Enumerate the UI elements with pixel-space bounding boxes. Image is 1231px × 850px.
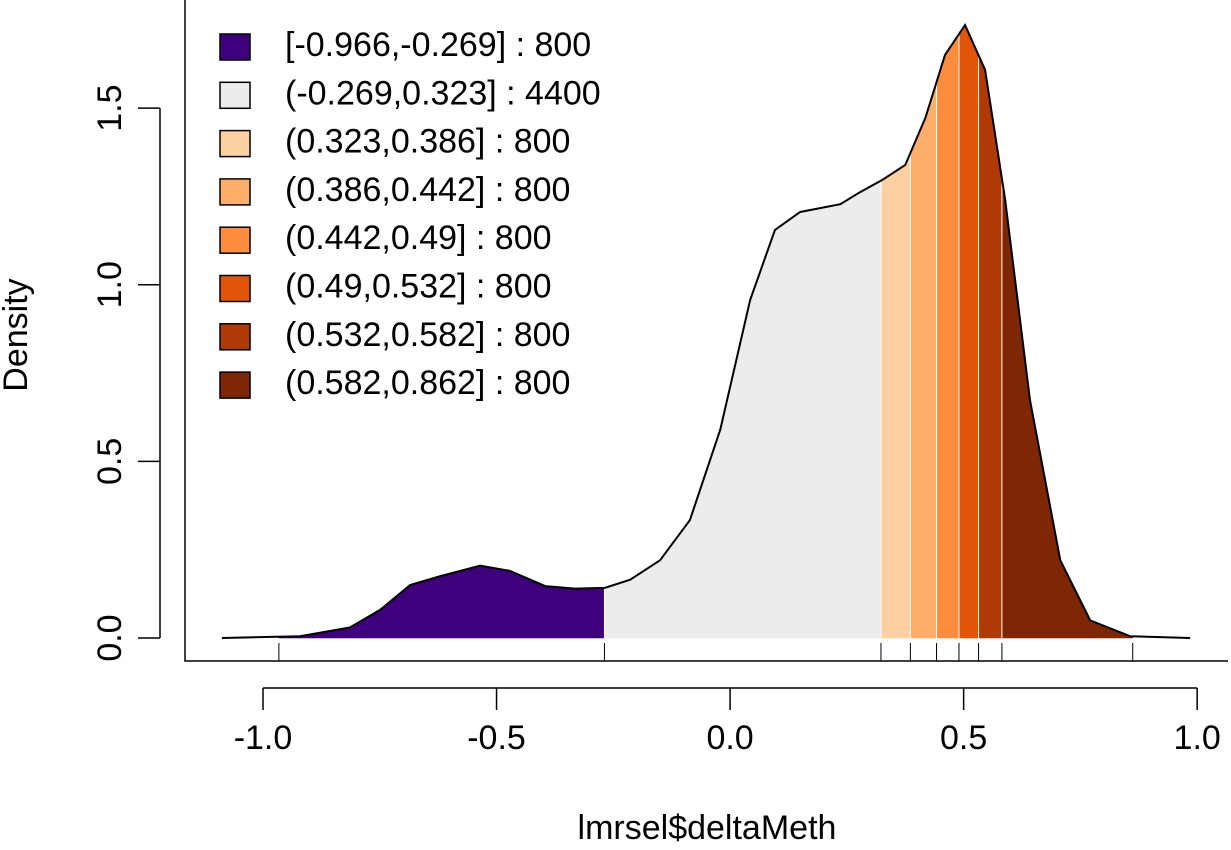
x-axis-label: lmrsel$deltaMeth bbox=[578, 809, 837, 847]
interval-area bbox=[1001, 178, 1133, 639]
x-tick-label: 0.0 bbox=[706, 719, 753, 757]
interval-area bbox=[880, 152, 911, 639]
y-tick-label: 0.5 bbox=[91, 438, 129, 485]
y-axis-label: Density bbox=[0, 278, 35, 391]
legend-label: [-0.966,-0.269] : 800 bbox=[285, 26, 591, 64]
legend-swatch bbox=[219, 81, 251, 110]
interval-area bbox=[910, 81, 937, 639]
x-tick-label: 1.0 bbox=[1174, 719, 1221, 757]
legend-swatch bbox=[219, 226, 251, 254]
y-tick-label: 0.0 bbox=[91, 614, 129, 661]
legend-label: (0.442,0.49] : 800 bbox=[285, 219, 552, 257]
legend-label: (-0.269,0.323] : 4400 bbox=[285, 74, 601, 112]
x-tick-label: 0.5 bbox=[940, 719, 987, 757]
legend-label: (0.532,0.582] : 800 bbox=[285, 316, 570, 354]
legend-swatch bbox=[219, 323, 251, 351]
plot-frame bbox=[184, 0, 1228, 662]
legend-swatch bbox=[219, 129, 251, 158]
x-tick-label: -0.5 bbox=[467, 719, 526, 757]
density-line bbox=[221, 23, 1191, 640]
interval-area bbox=[978, 55, 1003, 639]
interval-area bbox=[936, 33, 960, 639]
legend-swatch bbox=[219, 274, 251, 303]
legend-label: (0.49,0.532] : 800 bbox=[285, 267, 552, 305]
legend-swatch bbox=[219, 33, 251, 61]
legend-label: (0.386,0.442] : 800 bbox=[285, 171, 570, 209]
y-tick-label: 1.5 bbox=[91, 84, 129, 131]
legend-swatch bbox=[219, 178, 251, 206]
legend-label: (0.582,0.862] : 800 bbox=[285, 364, 570, 402]
legend-swatch bbox=[219, 371, 251, 399]
y-tick-label: 1.0 bbox=[91, 261, 129, 308]
x-tick-label: -1.0 bbox=[234, 719, 293, 757]
legend-label: (0.323,0.386] : 800 bbox=[285, 123, 570, 161]
interval-area bbox=[958, 24, 979, 639]
